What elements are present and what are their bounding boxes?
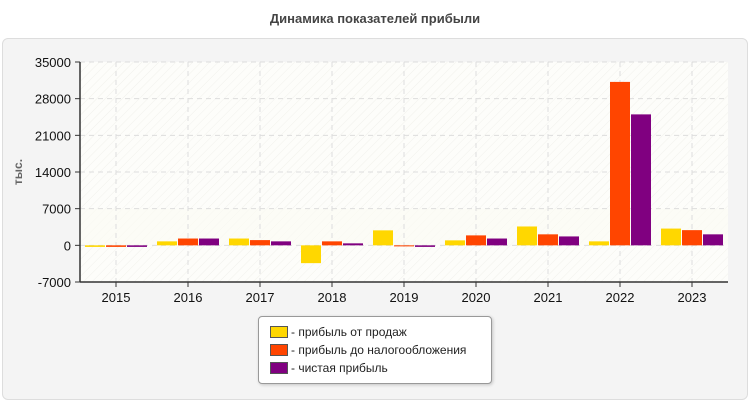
- bar-FF4500-2019: [394, 245, 414, 247]
- bar-FF4500-2016: [178, 238, 198, 246]
- bar-FFD700-2022: [589, 241, 609, 246]
- bar-800080-2022: [631, 114, 651, 246]
- legend-item: - прибыль от продаж: [270, 325, 407, 339]
- x-tick-label: 2021: [534, 290, 563, 305]
- legend-label: - чистая прибыль: [291, 361, 388, 375]
- bar-FF4500-2018: [322, 241, 342, 246]
- bar-800080-2020: [487, 238, 507, 246]
- y-tick-label: 35000: [35, 55, 71, 70]
- bar-800080-2016: [199, 238, 219, 246]
- y-tick-label: 7000: [42, 202, 71, 217]
- y-tick-label: 21000: [35, 128, 71, 143]
- legend-label: - прибыль от продаж: [291, 325, 407, 339]
- y-tick-label: 14000: [35, 165, 71, 180]
- bar-FF4500-2023: [682, 230, 702, 246]
- bar-800080-2019: [415, 245, 435, 247]
- y-tick-label: -7000: [38, 275, 71, 290]
- legend-swatch: [270, 362, 288, 374]
- bar-FFD700-2018: [301, 245, 321, 264]
- y-tick-label: 0: [64, 238, 71, 253]
- bar-FF4500-2021: [538, 234, 558, 246]
- legend-item: - прибыль до налогообложения: [270, 343, 466, 357]
- bar-FFD700-2016: [157, 241, 177, 246]
- legend-swatch: [270, 326, 288, 338]
- bar-800080-2017: [271, 241, 291, 246]
- legend: - прибыль от продаж - прибыль до налогооб…: [258, 316, 492, 384]
- bar-FF4500-2017: [250, 240, 270, 246]
- bar-FF4500-2022: [610, 81, 630, 246]
- chart-title: Динамика показателей прибыли: [269, 11, 481, 26]
- bar-FFD700-2023: [661, 228, 681, 246]
- x-tick-label: 2018: [318, 290, 347, 305]
- bar-800080-2021: [559, 236, 579, 246]
- y-axis-label: тыс.: [11, 159, 25, 185]
- bar-FFD700-2015: [85, 245, 105, 247]
- legend-swatch: [270, 344, 288, 356]
- bar-800080-2018: [343, 243, 363, 246]
- bar-800080-2015: [127, 245, 147, 247]
- bar-FF4500-2015: [106, 245, 126, 247]
- bar-FFD700-2020: [445, 240, 465, 246]
- legend-item: - чистая прибыль: [270, 361, 388, 375]
- x-tick-label: 2020: [462, 290, 491, 305]
- bar-800080-2023: [703, 234, 723, 246]
- x-tick-label: 2023: [678, 290, 707, 305]
- bar-FFD700-2017: [229, 238, 249, 246]
- y-tick-label: 28000: [35, 92, 71, 107]
- bar-FFD700-2019: [373, 230, 393, 246]
- x-tick-label: 2019: [390, 290, 419, 305]
- x-tick-label: 2016: [174, 290, 203, 305]
- x-tick-label: 2022: [606, 290, 635, 305]
- x-tick-label: 2015: [102, 290, 131, 305]
- bar-FF4500-2020: [466, 235, 486, 246]
- x-tick-label: 2017: [246, 290, 275, 305]
- bar-FFD700-2021: [517, 226, 537, 246]
- legend-label: - прибыль до налогообложения: [291, 343, 467, 357]
